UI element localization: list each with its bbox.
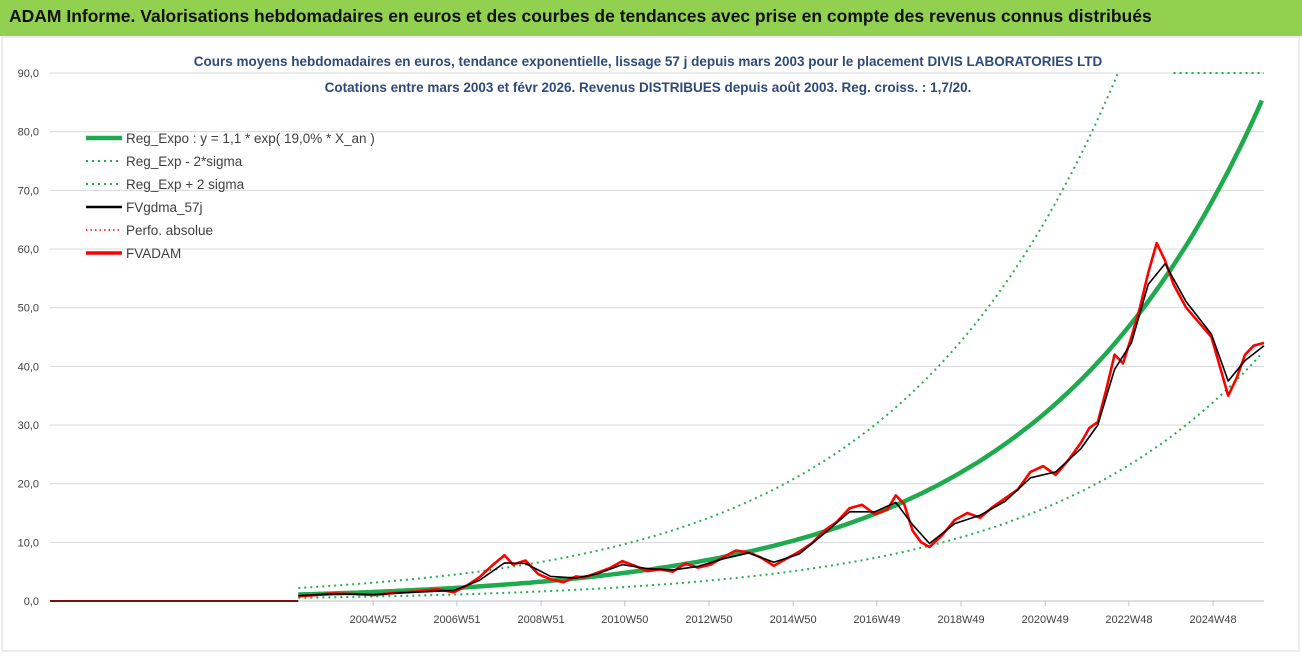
series-fvgdma-57j xyxy=(298,262,1265,597)
x-axis: 2004W52 2006W51 2008W51 2010W50 2012W50 2014W… xyxy=(50,600,1264,626)
x-tick-label: 2010W50 xyxy=(601,614,648,626)
chart-border xyxy=(1,36,1300,652)
chart: 0,010,020,030,040,050,060,070,080,090,0 … xyxy=(1,36,1300,652)
x-tick-label: 2008W51 xyxy=(518,614,565,626)
grid xyxy=(50,72,1264,602)
y-tick-label: 30,0 xyxy=(18,420,39,432)
y-tick-label: 10,0 xyxy=(18,537,39,549)
legend-label-reg-plus: Reg_Exp + 2 sigma xyxy=(126,177,245,192)
x-tick-label: 2014W50 xyxy=(770,614,817,626)
report-banner: ADAM Informe. Valorisations hebdomadaire… xyxy=(0,0,1302,36)
x-tick-label: 2004W52 xyxy=(350,614,397,626)
y-tick-label: 40,0 xyxy=(18,361,39,373)
chart-frame: 0,0 10,0 20,0 30,0 40,0 50,0 60,0 70,0 80,0 90,0 … xyxy=(0,36,1302,653)
legend: Reg_Expo : y = 1,1 * exp( 19,0% * X_an )… xyxy=(86,131,375,261)
x-tick-label: 2024W48 xyxy=(1190,614,1237,626)
x-tick-label: 2016W49 xyxy=(853,614,900,626)
legend-label-reg-expo: Reg_Expo : y = 1,1 * exp( 19,0% * X_an ) xyxy=(126,131,375,146)
x-tick-label: 2018W49 xyxy=(937,614,984,626)
y-tick-label: 0,0 xyxy=(24,596,39,608)
y-axis: 0,0 10,0 20,0 30,0 40,0 50,0 60,0 70,0 80,0 90,0 xyxy=(18,68,39,608)
legend-label-fvadam: FVADAM xyxy=(126,246,181,261)
y-tick-label: 20,0 xyxy=(18,479,39,491)
legend-label-fvgdma: FVgdma_57j xyxy=(126,200,203,215)
chart-titles: Cours moyens hebdomadaires en euros, ten… xyxy=(194,54,1103,95)
series-group xyxy=(50,70,1265,602)
y-tick-label: 90,0 xyxy=(18,68,39,80)
x-tick-label: 2022W48 xyxy=(1105,614,1152,626)
x-tick-label: 2006W51 xyxy=(433,614,480,626)
legend-label-perfo: Perfo. absolue xyxy=(126,223,213,238)
y-tick-label: 70,0 xyxy=(18,185,39,197)
legend-label-reg-minus: Reg_Exp - 2*sigma xyxy=(126,154,243,169)
x-tick-label: 2020W49 xyxy=(1022,614,1069,626)
series-reg-exp-plus-2sigma xyxy=(298,70,1120,589)
y-tick-label: 60,0 xyxy=(18,244,39,256)
y-tick-label: 80,0 xyxy=(18,127,39,139)
chart-title-line-2: Cotations entre mars 2003 et févr 2026. … xyxy=(325,80,972,95)
banner-title: ADAM Informe. Valorisations hebdomadaire… xyxy=(9,6,1152,26)
y-tick-label: 50,0 xyxy=(18,303,39,315)
chart-title-line-1: Cours moyens hebdomadaires en euros, ten… xyxy=(194,54,1103,69)
x-tick-label: 2012W50 xyxy=(685,614,732,626)
